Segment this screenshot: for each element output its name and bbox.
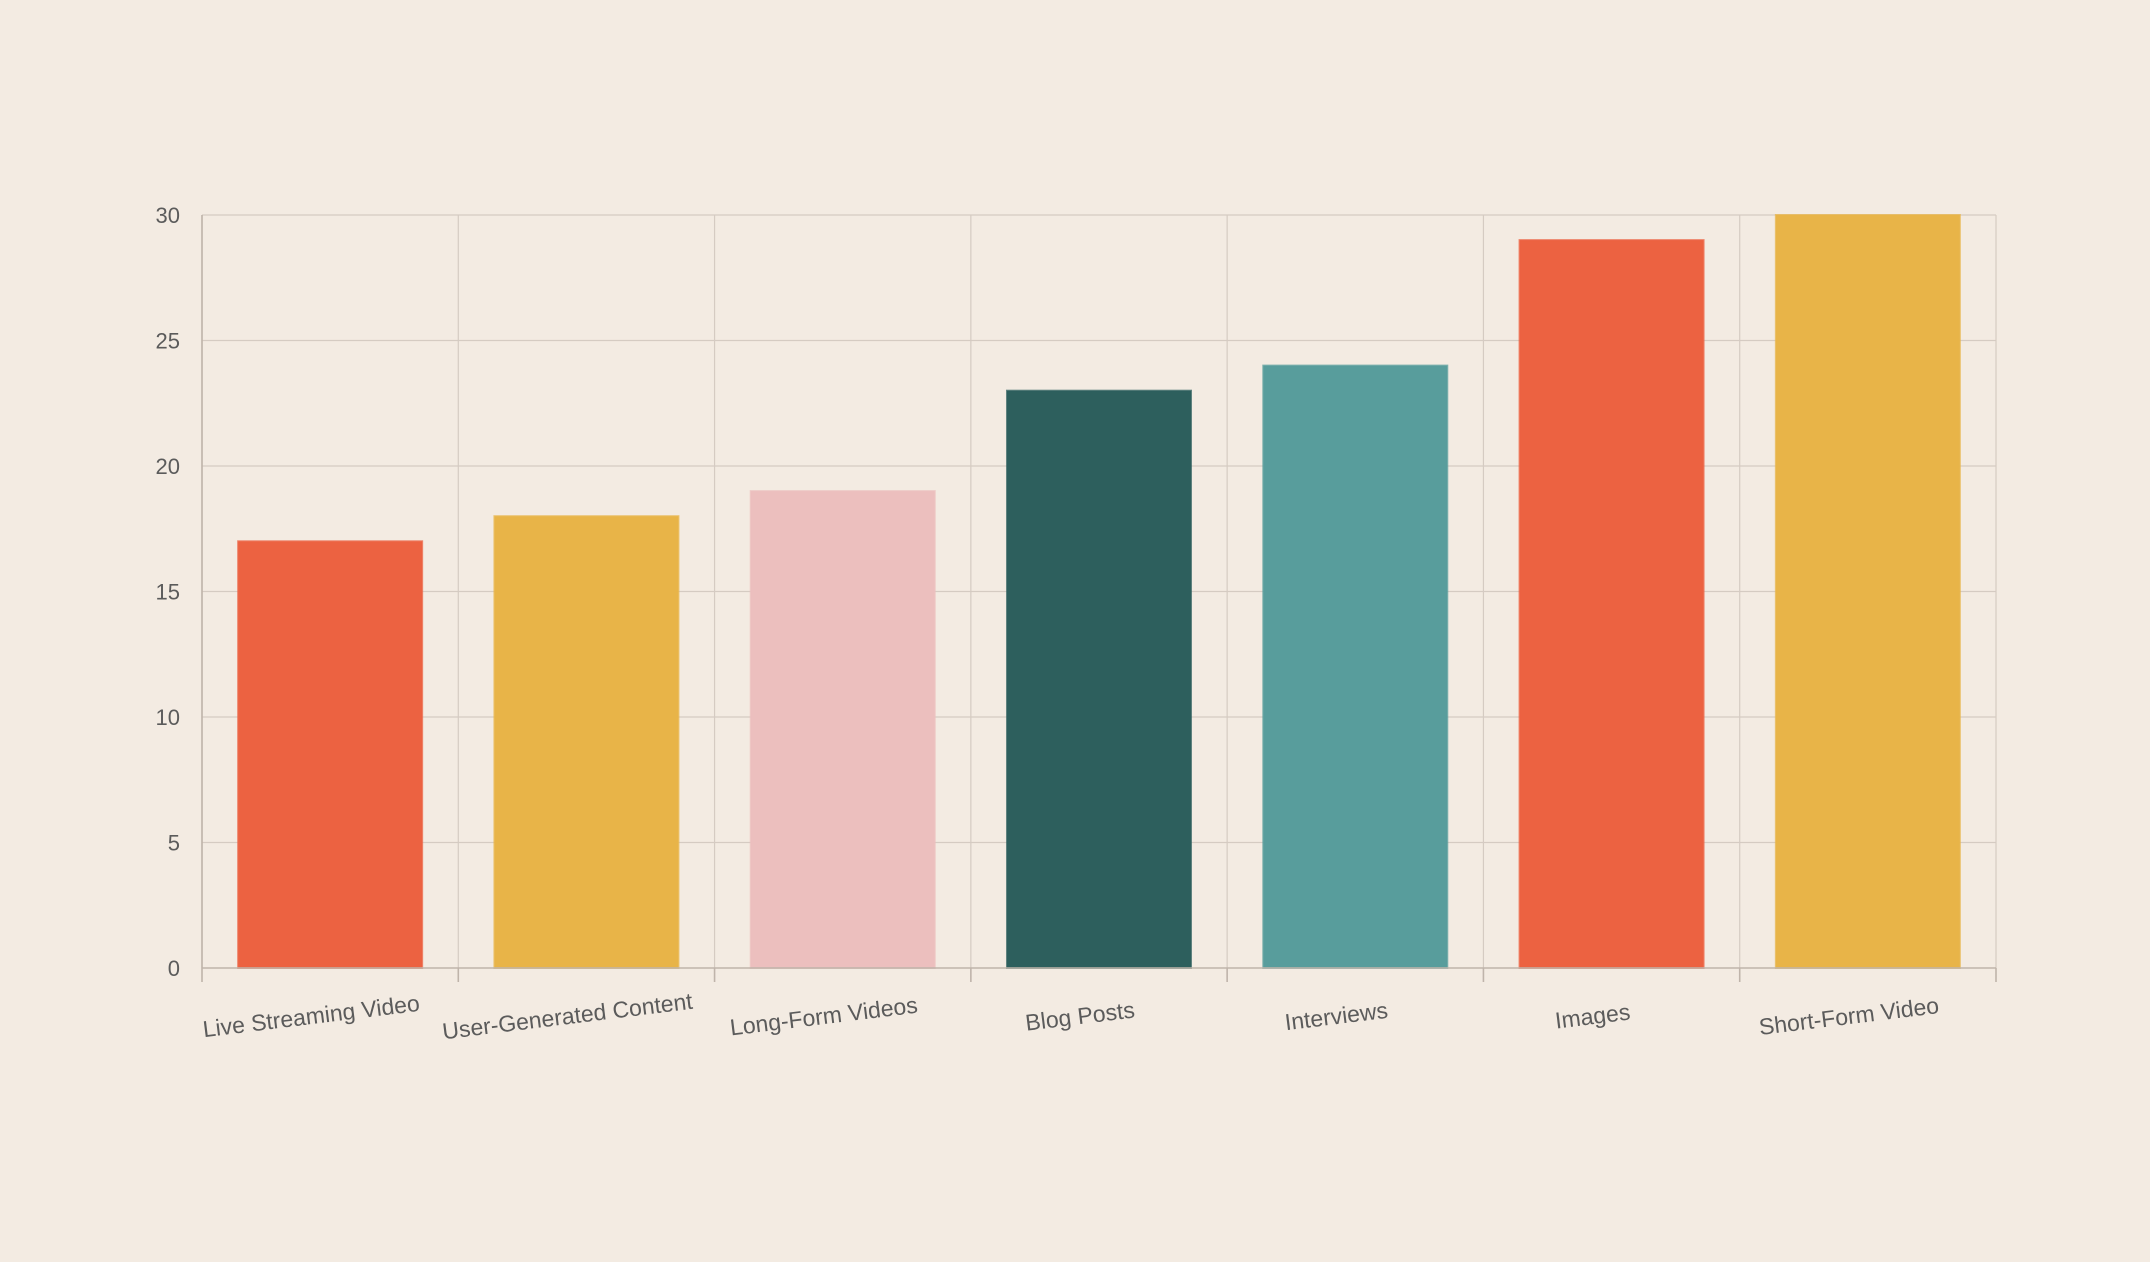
bar[interactable] <box>1006 389 1192 969</box>
x-tick-label: User-Generated Content <box>441 988 695 1045</box>
bar[interactable] <box>749 490 936 969</box>
bar[interactable] <box>1518 239 1705 970</box>
bars-layer <box>237 214 1961 970</box>
y-tick-label: 15 <box>156 580 180 605</box>
x-axis-tick-labels: Live Streaming Video User-Generated Conte… <box>201 988 1940 1045</box>
bar[interactable] <box>1262 364 1449 970</box>
axes-layer <box>201 215 1997 982</box>
y-tick-label: 30 <box>156 203 180 228</box>
bar[interactable] <box>237 540 424 969</box>
y-axis-tick-labels: 0 5 10 15 20 25 30 <box>156 203 180 981</box>
x-tick-label: Blog Posts <box>1024 996 1136 1035</box>
x-tick-label: Images <box>1554 999 1632 1034</box>
x-tick-label: Short-Form Video <box>1757 992 1940 1040</box>
y-tick-label: 0 <box>168 956 180 981</box>
y-tick-label: 20 <box>156 454 180 479</box>
x-tick-label: Live Streaming Video <box>201 990 421 1042</box>
x-tick-label: Interviews <box>1283 997 1389 1035</box>
y-tick-label: 5 <box>168 831 180 856</box>
bar[interactable] <box>493 515 680 969</box>
y-tick-label: 10 <box>156 705 180 730</box>
x-tick-label: Long-Form Videos <box>728 992 919 1041</box>
y-tick-label: 25 <box>156 329 180 354</box>
bar[interactable] <box>1774 214 1961 969</box>
